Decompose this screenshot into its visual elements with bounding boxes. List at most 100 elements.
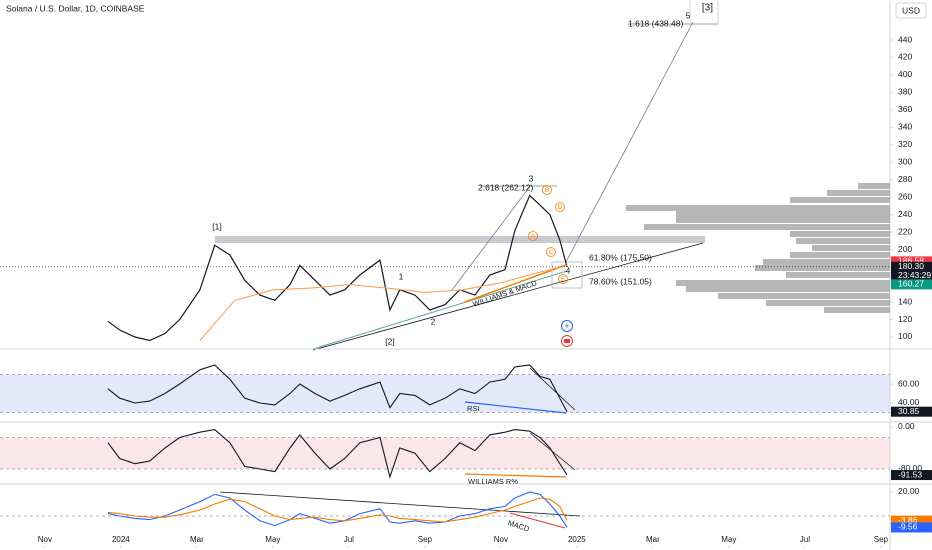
volume-profile-bar [766,300,890,307]
annotation: [2] [385,336,394,346]
y-tick-label: 40.00 [898,397,920,407]
currency-button[interactable] [895,2,927,19]
price-label: 160.27 [898,279,924,289]
y-tick-label: 300 [898,157,912,167]
wave-letter: D [558,204,563,211]
series-line [107,429,568,479]
y-tick-label: 260 [898,191,912,201]
band [0,374,890,413]
current-value-box [891,406,932,417]
y-tick-label: 200 [898,244,912,254]
currency-label: USD [902,5,920,15]
volume-profile-bar [790,251,890,258]
y-tick-label: 0.00 [898,421,915,431]
volume-profile-bar [858,182,890,189]
y-tick-label: -80.00 [898,463,922,473]
volume-profile-bar [686,285,890,292]
current-value-label: -9.56 [898,522,918,532]
series-line [107,497,568,523]
volume-profile-bar [790,197,890,204]
divergence-line [464,473,567,478]
x-tick-label: Sep [418,535,433,544]
annotation: 1.618 (438.48) [628,18,683,28]
volume-profile-bar [796,237,890,244]
x-tick-label: Mar [646,535,660,544]
volume-profile-bar [676,217,890,224]
countdown: 23:43:29 [898,270,931,280]
y-tick-label: 220 [898,226,912,236]
volume-profile-bar [824,307,890,314]
trend-line [464,264,567,303]
price-label-box [891,279,932,290]
current-value-box [891,522,932,533]
annotation: 78.60% (151.05) [589,276,652,286]
divergence-line [509,512,566,529]
annotation: 2.618 (262.12) [478,182,533,192]
price-label: 180.30 [898,261,924,271]
backgrounds [0,374,890,517]
volume-profile-bar [812,244,890,251]
volume-profile-bar [626,204,890,211]
y-tick-label: 20.00 [898,486,920,496]
volume-profile-bar [644,224,890,231]
annotation: 1 [399,271,404,281]
annotation: WILLIAMS & MACD [472,278,539,309]
wave-letter-circle [528,231,538,241]
divergence-line [529,367,576,411]
price-label-box [891,261,932,281]
event-icon-symbol [564,339,570,343]
projection-line [451,184,532,291]
annotation: [3] [702,3,713,14]
divergence-line [464,401,567,414]
x-tick-label: Jul [344,535,354,544]
event-icon[interactable] [561,320,573,332]
annotation: 2 [431,316,436,326]
wave-letter: E [561,276,566,283]
volume-profile-bar [676,211,890,218]
x-tick-label: Sep [874,535,889,544]
y-tick-label: 100 [898,331,912,341]
current-value-box [891,515,932,526]
volume-profile-bar [763,258,890,265]
event-icon-symbol: + [564,321,569,331]
indicator-label: MACD [507,518,531,534]
current-value-label: -91.53 [898,469,922,479]
wave-letter-circle [558,274,568,284]
series-line [107,364,568,412]
x-tick-label: 2024 [112,535,130,544]
x-tick-label: Mar [190,535,204,544]
current-value-box [891,470,932,481]
annotation: 5 [686,10,691,20]
y-tick-label: 360 [898,104,912,114]
x-tick-label: Nov [494,535,508,544]
series-line [199,264,568,341]
x-tick-label: May [265,535,280,544]
y-tick-label: 280 [898,174,912,184]
y-tick-label: 60.00 [898,378,920,388]
volume-profile-bar [718,293,890,300]
chart-title: Solana / U.S. Dollar, 1D, COINBASE [6,3,145,13]
annotation: [1] [212,221,221,231]
wave-letter: C [549,249,554,256]
x-tick-label: May [721,535,736,544]
volume-profile-bar [790,231,890,238]
y-tick-label: 120 [898,314,912,324]
wave-letter-circle [546,247,556,257]
resistance-zone [215,236,705,243]
volume-profile-bar [755,264,890,271]
divergence-line [219,491,581,517]
price-label-box [891,256,932,267]
indicator-label: RSI [467,404,480,413]
current-value-label: 30.85 [898,406,920,416]
x-tick-label: Jul [800,535,810,544]
x-tick-label: 2025 [568,535,586,544]
y-tick-label: 140 [898,296,912,306]
y-tick-label: 320 [898,139,912,149]
price-label: 186.58 [898,256,924,266]
x-tick-label: Nov [38,535,52,544]
y-tick-label: 440 [898,34,912,44]
volume-profile-bar [676,280,890,287]
wave-letter: B [545,187,549,194]
